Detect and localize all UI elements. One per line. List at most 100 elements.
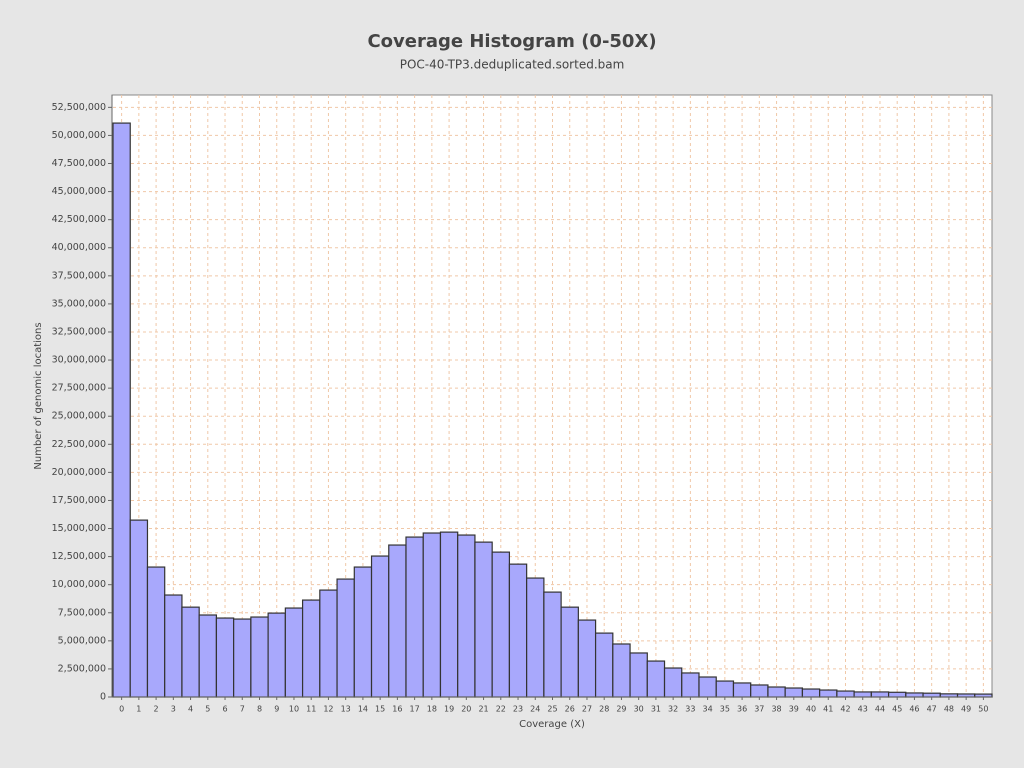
- x-tick-label: 29: [616, 705, 626, 714]
- bar: [319, 589, 338, 698]
- x-tick-label: 48: [944, 705, 954, 714]
- bar: [543, 591, 562, 698]
- y-tick-label: 25,000,000: [52, 411, 106, 422]
- bar: [750, 684, 769, 698]
- x-tick-label: 24: [530, 705, 540, 714]
- bar: [767, 686, 786, 698]
- x-tick-label: 40: [806, 705, 816, 714]
- x-tick-label: 32: [668, 705, 678, 714]
- y-tick-label: 30,000,000: [52, 355, 106, 366]
- x-tick-label: 45: [892, 705, 902, 714]
- bar: [577, 619, 597, 698]
- bar: [594, 632, 614, 698]
- y-tick-label: 35,000,000: [52, 298, 106, 309]
- y-tick-label: 5,000,000: [58, 635, 106, 646]
- x-tick-label: 27: [582, 705, 592, 714]
- bar: [629, 652, 648, 698]
- bar: [732, 682, 752, 698]
- bar: [181, 606, 200, 698]
- bar: [646, 660, 666, 698]
- x-tick-label: 43: [858, 705, 868, 714]
- bar: [836, 690, 855, 698]
- y-tick-label: 37,500,000: [52, 270, 106, 281]
- x-axis-label: Coverage (X): [519, 719, 585, 730]
- chart-title: Coverage Histogram (0-50X): [367, 31, 656, 52]
- bar: [612, 643, 631, 698]
- y-tick-label: 10,000,000: [52, 579, 106, 590]
- bar: [388, 544, 407, 698]
- x-tick-label: 7: [240, 705, 245, 714]
- x-tick-label: 26: [565, 705, 575, 714]
- x-tick-label: 19: [444, 705, 454, 714]
- bar: [267, 612, 286, 698]
- bar: [853, 691, 872, 698]
- x-tick-label: 42: [840, 705, 850, 714]
- bar: [284, 607, 304, 698]
- y-tick-label: 17,500,000: [52, 495, 106, 506]
- bar: [698, 676, 717, 698]
- x-tick-label: 1: [136, 705, 141, 714]
- x-tick-label: 5: [205, 705, 210, 714]
- bar: [560, 606, 579, 698]
- y-axis-label: Number of genomic locations: [33, 322, 44, 469]
- x-tick-label: 31: [651, 705, 661, 714]
- x-tick-label: 12: [323, 705, 333, 714]
- bar: [439, 531, 459, 698]
- bar: [715, 680, 735, 698]
- bar: [870, 691, 890, 698]
- x-tick-label: 39: [789, 705, 799, 714]
- chart-subtitle: POC-40-TP3.deduplicated.sorted.bam: [400, 58, 625, 72]
- y-tick-label: 15,000,000: [52, 523, 106, 534]
- bar: [336, 578, 355, 698]
- x-tick-label: 25: [547, 705, 557, 714]
- bar: [405, 536, 424, 698]
- y-tick-label: 27,500,000: [52, 383, 106, 394]
- bar: [353, 566, 373, 698]
- bar: [905, 692, 924, 698]
- bar: [491, 551, 511, 698]
- x-tick-label: 10: [289, 705, 299, 714]
- x-tick-label: 41: [823, 705, 833, 714]
- y-tick-label: 22,500,000: [52, 439, 106, 450]
- x-tick-label: 37: [754, 705, 764, 714]
- x-tick-label: 13: [341, 705, 351, 714]
- x-tick-label: 4: [188, 705, 193, 714]
- x-tick-label: 2: [154, 705, 159, 714]
- x-tick-label: 20: [461, 705, 471, 714]
- bar: [887, 691, 907, 698]
- y-tick-label: 2,500,000: [58, 663, 106, 674]
- bar: [801, 688, 821, 698]
- x-tick-label: 22: [496, 705, 506, 714]
- x-tick-label: 35: [720, 705, 730, 714]
- bar: [457, 534, 476, 698]
- x-tick-label: 16: [392, 705, 402, 714]
- x-tick-label: 34: [703, 705, 713, 714]
- x-tick-label: 30: [634, 705, 644, 714]
- bar: [784, 687, 804, 698]
- x-tick-label: 33: [685, 705, 695, 714]
- y-tick-label: 42,500,000: [52, 214, 106, 225]
- x-tick-label: 23: [513, 705, 523, 714]
- bar: [146, 566, 166, 698]
- bar: [198, 614, 218, 698]
- bar: [112, 122, 131, 698]
- x-tick-label: 47: [927, 705, 937, 714]
- y-tick-label: 52,500,000: [52, 102, 106, 113]
- x-tick-label: 49: [961, 705, 971, 714]
- y-tick-label: 45,000,000: [52, 186, 106, 197]
- y-tick-label: 50,000,000: [52, 130, 106, 141]
- y-tick-label: 20,000,000: [52, 467, 106, 478]
- bar: [819, 689, 838, 698]
- x-tick-label: 9: [274, 705, 279, 714]
- x-tick-label: 18: [427, 705, 437, 714]
- x-tick-label: 28: [599, 705, 609, 714]
- y-tick-label: 12,500,000: [52, 551, 106, 562]
- bar: [681, 672, 700, 698]
- x-tick-label: 14: [358, 705, 368, 714]
- x-tick-label: 11: [306, 705, 316, 714]
- x-tick-label: 8: [257, 705, 262, 714]
- y-tick-label: 40,000,000: [52, 242, 106, 253]
- y-tick-label: 47,500,000: [52, 158, 106, 169]
- x-tick-label: 6: [222, 705, 227, 714]
- bar: [922, 692, 941, 698]
